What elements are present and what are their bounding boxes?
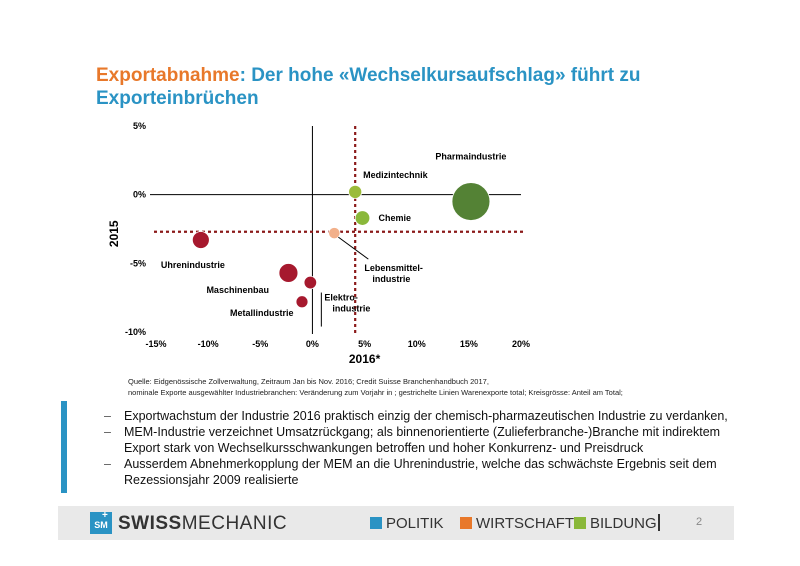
bubble-label: Maschinenbau (206, 285, 269, 295)
swissmechanic-logo: + SM (90, 510, 112, 534)
x-axis-title: 2016* (349, 352, 381, 366)
bullet-item: – Exportwachstum der Industrie 2016 prakt… (104, 408, 754, 424)
x-tick-label: 15% (460, 339, 478, 349)
nav-label: WIRTSCHAFT (476, 515, 575, 532)
bullet-text: Exportwachstum der Industrie 2016 prakti… (124, 409, 728, 423)
bubble-label-line: Medizintechnik (363, 170, 429, 180)
people-icon (370, 517, 382, 529)
bubble-label-line: Uhrenindustrie (161, 260, 225, 270)
bubble-label-line: industrie (372, 274, 410, 284)
x-tick-label: 5% (358, 339, 371, 349)
bubble-label: Lebensmittel-industrie (364, 263, 423, 284)
bullet-item: – Ausserdem Abnehmerkopplung der MEM an d… (104, 456, 754, 488)
bubble-label-line: Elektro- (324, 293, 358, 303)
nav-politik[interactable]: POLITIK (370, 515, 444, 532)
nav-bildung[interactable]: BILDUNG (574, 515, 657, 532)
footer-bar: + SM SWISSMECHANIC POLITIK WIRTSCHAFT BI… (58, 506, 734, 540)
bubble-label-line: Chemie (378, 213, 411, 223)
bubble-label: Chemie (378, 213, 411, 223)
brand-bold: SWISS (118, 513, 182, 534)
x-tick-label: -15% (145, 339, 166, 349)
footer-divider (658, 514, 660, 531)
source-line-1: Quelle: Eidgenössische Zollverwaltung, Z… (128, 377, 489, 386)
bullet-text: MEM-Industrie verzeichnet Umsatzrückgang… (124, 425, 721, 455)
bubble (348, 184, 363, 199)
bullet-list: – Exportwachstum der Industrie 2016 prakt… (104, 408, 754, 488)
bubble-label: Medizintechnik (363, 170, 429, 180)
bubble (328, 227, 341, 240)
bubble-label: Metallindustrie (230, 308, 294, 318)
x-tick-label: -5% (252, 339, 268, 349)
bullet-dash: – (104, 409, 111, 423)
bullet-item: – MEM-Industrie verzeichnet Umsatzrückgan… (104, 424, 754, 456)
book-icon (574, 517, 586, 529)
page-number: 2 (696, 516, 703, 528)
bubble (303, 275, 318, 290)
slide-title-accent: Exportabnahme (96, 65, 240, 86)
bubble (278, 263, 299, 283)
source-note: Quelle: Eidgenössische Zollverwaltung, Z… (128, 376, 748, 398)
bubble-chart: -15% -10% -5% 0% 5% 10% 15% 20% 5% 0% -5% -10% 2016*… (107, 121, 530, 366)
source-line-2: nominale Exporte ausgewählter Industrieb… (128, 388, 623, 397)
bullet-dash: – (104, 425, 111, 439)
y-tick-label: 5% (133, 121, 146, 131)
bubble-label-line: Pharmaindustrie (435, 152, 506, 162)
bubble-label-line: industrie (332, 304, 370, 314)
logo-text: SM (94, 520, 108, 530)
slide-title: Exportabnahme: Der hohe «Wechselkursaufs… (96, 64, 716, 110)
nav-label: POLITIK (386, 515, 444, 532)
slide-title-rest: : Der hohe «Wechselkursaufschlag» führt … (96, 65, 641, 109)
bubble-label-line: Maschinenbau (206, 285, 269, 295)
bubble (191, 231, 210, 249)
accent-bar (61, 401, 67, 493)
bubble (354, 210, 371, 226)
x-tick-label: 0% (306, 339, 319, 349)
bubble-label-line: Lebensmittel- (364, 263, 423, 273)
y-axis-title: 2015 (107, 220, 121, 247)
nav-wirtschaft[interactable]: WIRTSCHAFT (460, 515, 574, 532)
swiss-cross-icon: + (102, 510, 108, 521)
x-tick-label: -10% (198, 339, 219, 349)
brand-light: MECHANIC (181, 513, 288, 534)
y-tick-label: -10% (125, 327, 146, 337)
leader-line (338, 236, 369, 260)
bubble-label: Pharmaindustrie (435, 152, 506, 162)
x-tick-label: 20% (512, 339, 530, 349)
bar-chart-icon (460, 517, 472, 529)
bubble-label-line: Metallindustrie (230, 308, 294, 318)
bullet-text: Ausserdem Abnehmerkopplung der MEM an di… (124, 457, 717, 487)
y-tick-label: -5% (130, 258, 146, 268)
brand-name: SWISSMECHANIC (118, 513, 287, 535)
bubble-label: Elektro-industrie (324, 293, 370, 314)
nav-label: BILDUNG (590, 515, 657, 532)
bubble (295, 295, 309, 309)
bubble (451, 182, 491, 221)
bullet-dash: – (104, 457, 111, 471)
x-tick-label: 10% (408, 339, 426, 349)
y-tick-label: 0% (133, 190, 146, 200)
bubble-label: Uhrenindustrie (161, 260, 225, 270)
